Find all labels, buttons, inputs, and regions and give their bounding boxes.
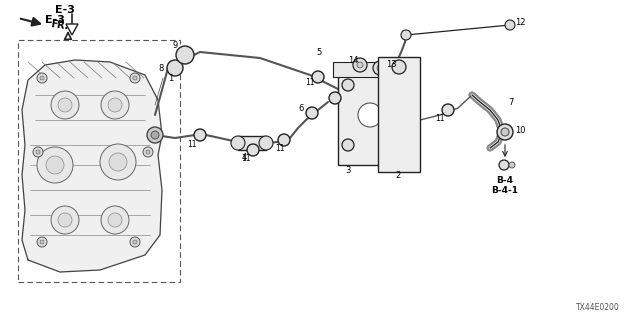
Text: 3: 3 [345, 165, 350, 174]
Circle shape [143, 147, 153, 157]
Circle shape [312, 71, 324, 83]
Text: 14: 14 [348, 55, 358, 65]
Polygon shape [66, 24, 78, 35]
Circle shape [58, 213, 72, 227]
Circle shape [146, 150, 150, 154]
Circle shape [147, 127, 163, 143]
Circle shape [37, 237, 47, 247]
Circle shape [342, 79, 354, 91]
Circle shape [442, 104, 454, 116]
Circle shape [357, 62, 363, 68]
Circle shape [499, 160, 509, 170]
Circle shape [401, 30, 411, 40]
Polygon shape [22, 60, 162, 272]
Circle shape [358, 103, 382, 127]
Circle shape [108, 98, 122, 112]
Text: B-4: B-4 [497, 175, 513, 185]
Text: 6: 6 [298, 103, 303, 113]
Circle shape [40, 76, 44, 80]
Circle shape [497, 124, 513, 140]
Circle shape [353, 58, 367, 72]
Circle shape [36, 150, 40, 154]
Text: 11: 11 [275, 143, 285, 153]
Bar [333, 62, 408, 77]
Circle shape [194, 129, 206, 141]
Text: 12: 12 [515, 18, 525, 27]
Circle shape [278, 134, 290, 146]
Circle shape [306, 107, 318, 119]
Circle shape [58, 98, 72, 112]
Circle shape [247, 144, 259, 156]
Circle shape [329, 92, 341, 104]
Circle shape [151, 131, 159, 139]
Bar [238, 136, 266, 150]
Circle shape [373, 61, 387, 75]
Text: TX44E0200: TX44E0200 [576, 303, 620, 312]
Circle shape [501, 128, 509, 136]
Circle shape [342, 139, 354, 151]
Text: 13: 13 [386, 60, 397, 68]
Text: 7: 7 [508, 98, 513, 107]
Circle shape [40, 240, 44, 244]
Text: 1: 1 [168, 74, 173, 83]
Text: 2: 2 [396, 171, 401, 180]
Circle shape [387, 79, 399, 91]
Circle shape [176, 46, 194, 64]
Circle shape [37, 147, 73, 183]
Circle shape [51, 91, 79, 119]
Circle shape [37, 73, 47, 83]
Circle shape [51, 206, 79, 234]
Circle shape [509, 162, 515, 168]
Circle shape [377, 65, 383, 71]
Text: E-3: E-3 [55, 5, 75, 15]
Text: E-3: E-3 [45, 15, 65, 25]
Circle shape [387, 139, 399, 151]
Circle shape [46, 156, 64, 174]
Circle shape [100, 144, 136, 180]
Circle shape [133, 240, 137, 244]
Text: 5: 5 [316, 47, 321, 57]
Circle shape [109, 153, 127, 171]
Text: FR.: FR. [50, 19, 69, 31]
Circle shape [133, 76, 137, 80]
Bar [18, 40, 180, 282]
Text: 8: 8 [159, 63, 164, 73]
Circle shape [505, 20, 515, 30]
Text: 9: 9 [172, 41, 178, 50]
Circle shape [231, 136, 245, 150]
Circle shape [130, 237, 140, 247]
Circle shape [259, 136, 273, 150]
Text: B-4-1: B-4-1 [492, 186, 518, 195]
Text: 11: 11 [241, 154, 251, 163]
Text: 10: 10 [515, 125, 525, 134]
Bar [378, 57, 420, 172]
Circle shape [130, 73, 140, 83]
Circle shape [392, 60, 406, 74]
Circle shape [101, 91, 129, 119]
Text: 11: 11 [305, 77, 315, 86]
Bar [338, 65, 403, 165]
Text: 11: 11 [435, 114, 445, 123]
Circle shape [167, 60, 183, 76]
Circle shape [101, 206, 129, 234]
Text: 4: 4 [241, 153, 246, 162]
Circle shape [108, 213, 122, 227]
Circle shape [33, 147, 43, 157]
Text: 11: 11 [188, 140, 196, 148]
